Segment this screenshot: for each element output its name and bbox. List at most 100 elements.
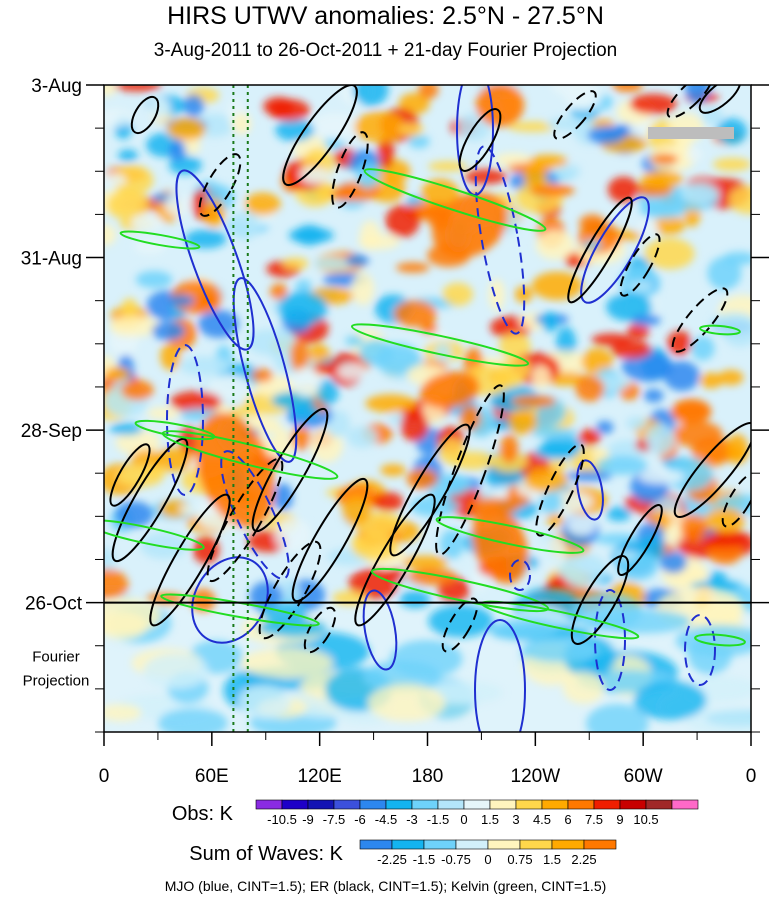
anomaly-cell [353,85,389,107]
colorbar-tick-label: 6 [564,812,571,827]
anomaly-cell [373,492,404,512]
colorbar-tick-label: 0 [460,812,467,827]
anomaly-cell [680,181,719,205]
anomaly-cell [110,422,143,436]
er-contour [282,85,358,186]
anomaly-cell [365,394,417,413]
er-contour [721,472,751,528]
anomaly-cell [104,173,127,187]
colorbar-swatch [551,839,585,850]
anomaly-cell [631,314,661,327]
anomaly-cell [232,112,252,135]
anomaly-cell [671,398,712,425]
missing-data-bar [648,127,734,139]
er-contour [251,407,329,533]
anomaly-cell [488,279,505,311]
anomaly-cell [399,590,431,609]
mjo-contour [232,277,298,463]
anomaly-cell [650,153,679,165]
colorbar-swatch [255,799,283,810]
er-contour [389,423,471,557]
anomaly-cell [270,283,288,301]
anomaly-cell [121,298,138,318]
anomaly-cell [627,322,650,340]
anomaly-cell [396,262,430,273]
anomaly-cell [229,405,262,417]
anomaly-cell [109,316,161,337]
anomaly-cell [659,551,688,574]
anomaly-cell [428,161,468,172]
anomaly-cell [331,187,359,202]
anomaly-cell [644,237,695,270]
er-contour [619,233,661,297]
anomaly-cell [346,426,378,448]
er-contour [291,477,369,603]
anomaly-cell [167,295,195,307]
projection-cell [489,618,558,639]
warm-anomaly [476,85,524,127]
projection-cell [562,671,605,704]
anomaly-cell [534,444,579,460]
anomaly-cell [638,469,684,484]
anomaly-cell [653,215,686,235]
anomaly-cell [691,336,715,361]
anomaly-cell [613,549,638,561]
anomaly-cell [680,514,709,541]
er-contour [553,90,597,140]
anomaly-cell [278,291,328,326]
colorbar-swatch [281,799,309,810]
anomaly-cell [385,204,420,238]
anomaly-cell [729,185,751,215]
er-contour [206,457,284,583]
mjo-contour [456,85,494,196]
anomaly-cell [587,125,626,145]
anomaly-cell [170,391,222,413]
anomaly-cell [491,370,524,389]
anomaly-cell [114,501,154,528]
anomaly-cell [282,257,310,270]
mjo-contour [220,450,290,580]
colorbar-tick-label: 0.75 [507,852,532,867]
projection-cell [675,624,751,657]
anomaly-cell [434,342,452,363]
anomaly-cell [686,146,703,162]
er-contour [198,153,242,217]
anomaly-cell [531,271,583,301]
colorbar-swatch [541,799,569,810]
anomaly-cell [406,468,438,490]
anomaly-cell [557,553,608,586]
er-contour [458,108,502,172]
anomaly-cell [523,163,547,188]
anomaly-cell [345,334,364,347]
anomaly-cell [717,369,744,386]
anomaly-cell [275,118,315,142]
projection-cell [367,684,446,722]
anomaly-cell [190,588,216,612]
mjo-contour [166,344,204,496]
mjo-contour [684,614,716,686]
mjo-contour [175,169,255,351]
anomaly-cell [313,256,353,270]
anomaly-cell [118,149,138,162]
colorbar-tick-label: -6 [354,812,366,827]
anomaly-cell [607,176,640,203]
anomaly-cell [359,220,381,251]
er-contour [441,597,479,653]
anomaly-cell [359,339,394,367]
anomaly-cell [316,379,339,406]
anomaly-cell [699,372,723,389]
er-contour [698,85,742,114]
er-contour [111,437,189,563]
colorbar-swatch [671,799,699,810]
anomaly-cell [625,416,648,430]
colorbar-swatch [583,839,617,850]
anomaly-cell [663,361,700,392]
chart-subtitle: 3-Aug-2011 to 26-Oct-2011 + 21-day Fouri… [153,40,618,61]
waves-colorbar: Sum of Waves: K -2.25 -1.5 -0.75 0 0.75 1.5 2.2… [189,839,617,867]
colorbar-tick-label: -4.5 [375,812,397,827]
anomaly-cell [421,321,438,336]
anomaly-cell [244,192,281,216]
anomaly-cell [641,169,683,189]
anomaly-cell [167,118,206,141]
anomaly-cell [702,533,748,548]
